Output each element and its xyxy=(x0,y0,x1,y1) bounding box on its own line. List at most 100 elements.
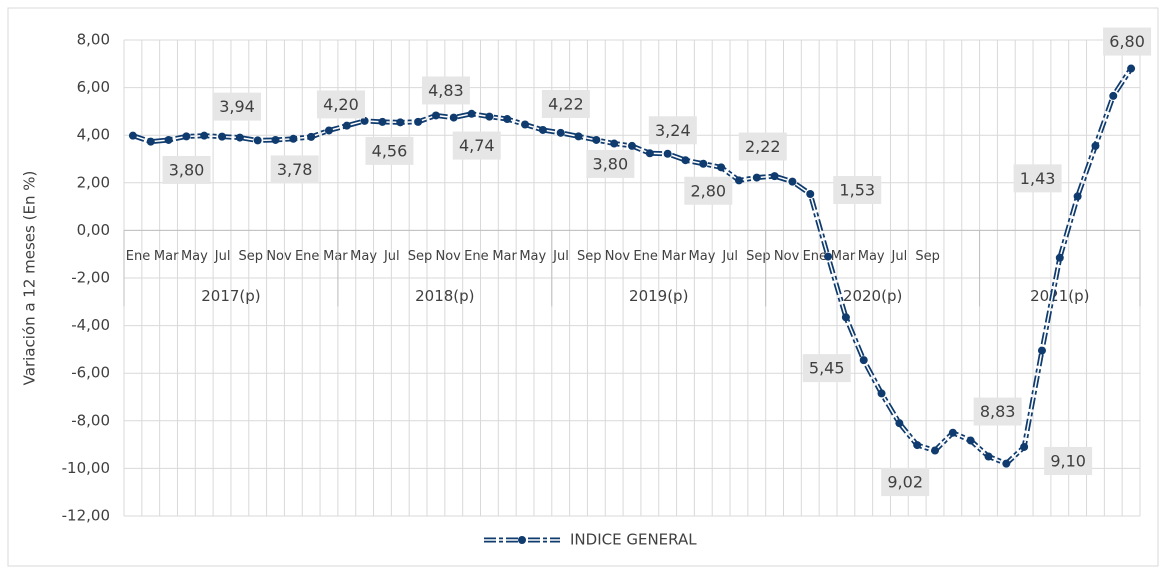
data-label: 4,74 xyxy=(459,136,495,155)
data-label: 1,53 xyxy=(839,180,875,199)
point xyxy=(235,133,244,142)
point xyxy=(271,135,280,144)
point xyxy=(218,132,227,141)
data-label-box xyxy=(1044,446,1093,475)
data-label: 4,20 xyxy=(323,95,359,114)
point xyxy=(788,177,797,186)
x-tick-label: Sep xyxy=(746,249,771,264)
data-label-box xyxy=(421,76,470,105)
point xyxy=(806,189,815,198)
point xyxy=(324,126,333,135)
point xyxy=(521,120,530,129)
point xyxy=(200,131,209,140)
data-label-box xyxy=(452,131,501,160)
x-tick-label: Sep xyxy=(915,249,940,264)
point xyxy=(895,419,904,428)
y-tick-label: -8,00 xyxy=(71,411,110,429)
y-tick-label: -10,00 xyxy=(62,459,110,477)
point xyxy=(503,115,512,124)
point xyxy=(164,135,173,144)
x-tick-label: Sep xyxy=(577,249,602,264)
x-tick-label: Nov xyxy=(436,249,462,264)
point xyxy=(485,112,494,121)
y-axis-label: Variación a 12 meses (En %) xyxy=(21,171,39,386)
y-tick-label: 0,00 xyxy=(77,221,110,239)
point xyxy=(378,117,387,126)
y-tick-label: -2,00 xyxy=(71,269,110,287)
group-label: 2018(p) xyxy=(415,287,474,305)
data-label: 5,45 xyxy=(809,359,845,378)
point xyxy=(734,176,743,185)
data-label: 8,83 xyxy=(980,402,1016,421)
group-label: 2019(p) xyxy=(629,287,688,305)
data-label: 3,80 xyxy=(593,154,629,173)
point xyxy=(913,441,922,450)
data-label: 1,43 xyxy=(1020,169,1056,188)
y-tick-label: 6,00 xyxy=(77,78,110,96)
point xyxy=(556,128,565,137)
data-label: 9,02 xyxy=(887,473,923,492)
point xyxy=(396,118,405,127)
y-tick-label: -6,00 xyxy=(71,364,110,382)
point xyxy=(146,137,155,146)
point xyxy=(610,139,619,148)
point xyxy=(431,111,440,120)
point xyxy=(1109,91,1118,100)
point xyxy=(307,132,316,141)
point xyxy=(824,252,833,261)
point xyxy=(253,136,262,145)
x-tick-label: Nov xyxy=(774,249,800,264)
legend-label: INDICE GENERAL xyxy=(570,531,697,549)
x-tick-label: Mar xyxy=(492,249,517,264)
group-label: 2017(p) xyxy=(201,287,260,305)
x-tick-label: May xyxy=(689,249,716,264)
data-label: 4,56 xyxy=(372,141,408,160)
point xyxy=(1020,442,1029,451)
x-tick-label: Jul xyxy=(552,249,569,264)
point xyxy=(931,446,940,455)
data-label-box xyxy=(162,155,211,184)
y-tick-label: 4,00 xyxy=(77,126,110,144)
data-label-box xyxy=(541,89,590,118)
x-tick-label: Nov xyxy=(266,249,292,264)
point xyxy=(1091,141,1100,150)
data-label-box xyxy=(648,116,697,145)
x-tick-label: Ene xyxy=(126,249,150,264)
data-label-box xyxy=(738,132,787,161)
data-label: 3,78 xyxy=(277,160,313,179)
data-label: 4,22 xyxy=(548,94,584,113)
data-label-box xyxy=(881,468,930,497)
x-tick-label: May xyxy=(181,249,208,264)
data-label-box xyxy=(833,175,882,204)
data-label-box xyxy=(973,397,1022,426)
y-tick-label: 2,00 xyxy=(77,173,110,191)
point xyxy=(128,131,137,140)
point xyxy=(841,313,850,322)
point xyxy=(628,141,636,150)
point xyxy=(752,173,761,182)
x-tick-label: Ene xyxy=(464,249,488,264)
data-label: 9,10 xyxy=(1050,451,1086,470)
group-label: 2021(p) xyxy=(1030,287,1089,305)
point xyxy=(717,163,726,172)
point xyxy=(342,121,351,130)
point xyxy=(574,132,583,141)
y-tick-label: 8,00 xyxy=(77,31,110,49)
point xyxy=(1073,192,1082,201)
x-tick-label: Mar xyxy=(662,249,687,264)
legend-marker xyxy=(518,536,526,544)
x-tick-label: Ene xyxy=(803,249,827,264)
x-tick-label: Ene xyxy=(633,249,657,264)
data-label-box xyxy=(1013,164,1062,193)
point xyxy=(592,135,601,144)
data-label: 3,24 xyxy=(655,121,691,140)
x-tick-label: May xyxy=(858,249,885,264)
x-tick-label: Mar xyxy=(154,249,179,264)
point xyxy=(1055,253,1064,262)
x-tick-label: Mar xyxy=(831,249,856,264)
point xyxy=(1002,459,1011,468)
x-tick-label: Sep xyxy=(408,249,433,264)
data-label: 2,80 xyxy=(690,181,726,200)
point xyxy=(966,436,975,445)
